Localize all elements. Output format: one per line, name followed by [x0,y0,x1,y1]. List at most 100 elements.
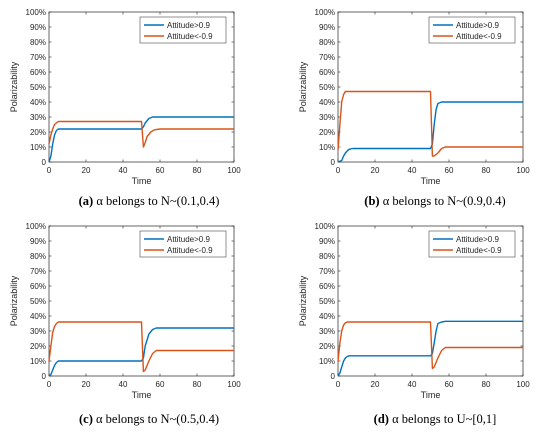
y-axis-title: Polarizability [9,61,19,112]
caption-text: α belongs to N~(0.1,0.4) [93,194,219,208]
caption-text: α belongs to U~[0,1] [389,412,496,426]
y-tick-label: 30% [30,327,46,336]
x-tick-label: 20 [371,380,380,389]
y-tick-label: 100% [315,8,335,17]
chart-panel-3: 0 10% 20% 30% 40% 50% 60% 70% 80% 90% 100% 0 20 40 60 8… [9,222,241,426]
y-tick-label: 70% [30,267,46,276]
x-tick-label: 40 [119,166,128,175]
y-tick-label: 70% [319,267,335,276]
y-tick-label: 0 [42,372,47,381]
y-tick-label: 60% [30,68,46,77]
x-tick-label: 100 [516,166,530,175]
x-axis-title: Time [132,176,152,186]
y-tick-label: 90% [30,23,46,32]
caption-text: α belongs to N~(0.9,0.4) [380,194,506,208]
y-tick-label: 40% [319,312,335,321]
y-tick-label: 80% [30,38,46,47]
x-tick-label: 80 [193,166,202,175]
series-line-2 [337,321,523,370]
x-tick-label: 40 [408,166,417,175]
series-line-1 [337,320,523,377]
y-tick-label: 30% [319,113,335,122]
series-line-1 [337,101,523,163]
caption-text: α belongs to N~(0.5,0.4) [93,412,219,426]
chart-panel-2: 0 10% 20% 30% 40% 50% 60% 70% 80% 90% 100% 0 20 40 60 8… [298,8,530,208]
y-tick-label: 60% [30,282,46,291]
legend-label-2: Attitude<-0.9 [167,246,213,255]
y-tick-label: 50% [319,83,335,92]
y-tick-label: 20% [30,342,46,351]
x-tick-label: 0 [336,380,341,389]
x-tick-label: 80 [482,166,491,175]
legend-label-1: Attitude>0.9 [456,235,499,244]
y-tick-label: 90% [30,237,46,246]
y-tick-label: 100% [26,8,46,17]
y-tick-label: 100% [26,222,46,231]
caption-tag: (b) [364,194,379,208]
legend: Attitude>0.9 Attitude<-0.9 [428,16,516,44]
series-line-2 [337,90,523,157]
y-tick-label: 80% [319,38,335,47]
series-line-1 [48,116,234,163]
x-tick-label: 40 [408,380,417,389]
panel-caption: (b) α belongs to N~(0.9,0.4) [364,194,505,208]
x-axis-title: Time [421,390,441,400]
y-tick-label: 20% [319,128,335,137]
legend-label-1: Attitude>0.9 [456,21,499,30]
x-tick-label: 60 [445,380,454,389]
y-tick-label: 10% [319,357,335,366]
series-line-1 [48,327,234,377]
panel-caption: (a) α belongs to N~(0.1,0.4) [79,194,220,208]
series-line-2 [48,120,234,148]
caption-tag: (c) [79,412,93,426]
y-axis-title: Polarizability [298,61,308,112]
x-axis-title: Time [132,390,152,400]
x-axis-title: Time [421,176,441,186]
y-tick-label: 40% [319,98,335,107]
y-tick-label: 60% [319,68,335,77]
legend-box [139,16,227,44]
y-tick-label: 30% [319,327,335,336]
y-tick-label: 20% [319,342,335,351]
y-tick-label: 50% [30,83,46,92]
x-tick-label: 60 [156,166,165,175]
x-tick-label: 60 [445,166,454,175]
y-tick-label: 50% [319,297,335,306]
y-tick-label: 10% [30,143,46,152]
x-tick-label: 100 [227,380,241,389]
legend-box [428,230,516,258]
legend-label-1: Attitude>0.9 [167,235,210,244]
y-tick-label: 20% [30,128,46,137]
caption-tag: (d) [374,412,389,426]
x-tick-label: 80 [193,380,202,389]
panel-caption: (d) α belongs to U~[0,1] [374,412,497,426]
x-tick-label: 100 [227,166,241,175]
chart-panel-4: 0 10% 20% 30% 40% 50% 60% 70% 80% 90% 100% 0 20 40 60 8… [298,222,530,426]
legend-label-2: Attitude<-0.9 [167,32,213,41]
legend: Attitude>0.9 Attitude<-0.9 [139,230,227,258]
y-tick-label: 0 [42,158,47,167]
y-tick-label: 30% [30,113,46,122]
x-tick-label: 60 [156,380,165,389]
x-tick-label: 100 [516,380,530,389]
x-tick-label: 20 [371,166,380,175]
x-tick-label: 0 [336,166,341,175]
legend-box [139,230,227,258]
legend-label-2: Attitude<-0.9 [456,32,502,41]
y-tick-label: 10% [30,357,46,366]
x-tick-label: 40 [119,380,128,389]
y-tick-label: 10% [319,143,335,152]
y-tick-label: 90% [319,23,335,32]
legend-box [428,16,516,44]
legend: Attitude>0.9 Attitude<-0.9 [428,230,516,258]
y-tick-label: 40% [30,312,46,321]
x-tick-label: 0 [47,166,52,175]
chart-panel-1: 0 10% 20% 30% 40% 50% 60% 70% 80% 90% 100% 0 20 40 60 8… [9,8,241,208]
legend-label-2: Attitude<-0.9 [456,246,502,255]
y-axis-title: Polarizability [298,275,308,326]
y-tick-label: 0 [331,372,336,381]
y-axis-title: Polarizability [9,275,19,326]
y-tick-label: 100% [315,222,335,231]
y-tick-label: 70% [319,53,335,62]
